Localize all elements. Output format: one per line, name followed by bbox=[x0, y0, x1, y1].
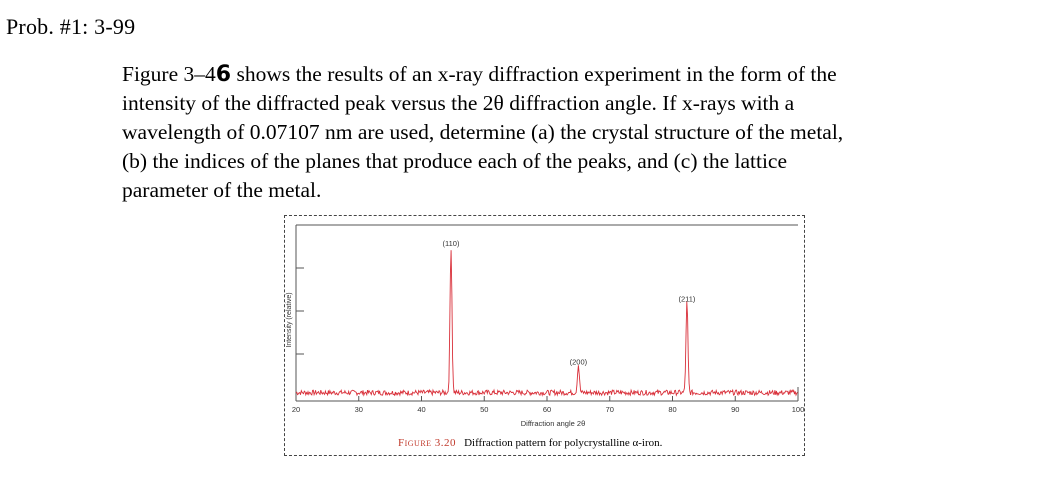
peak-label-3: (211) bbox=[678, 294, 695, 303]
x-tick-label-20: 20 bbox=[292, 405, 300, 414]
x-tick-label-80: 80 bbox=[668, 405, 676, 414]
problem-line-2: intensity of the diffracted peak versus … bbox=[122, 91, 795, 115]
x-tick-label-70: 70 bbox=[606, 405, 614, 414]
x-tick-label-90: 90 bbox=[731, 405, 739, 414]
peak-label-1: (110) bbox=[443, 239, 460, 248]
problem-title: Prob. #1: 3-99 bbox=[6, 14, 136, 39]
x-tick-label-30: 30 bbox=[355, 405, 363, 414]
diffraction-chart: 20 30 40 50 60 70 80 90 100 Diffraction angle 2θ I… bbox=[286, 224, 805, 428]
x-tick-label-60: 60 bbox=[543, 405, 551, 414]
problem-line-1: Figure 3–46 shows the results of an x-ra… bbox=[122, 62, 837, 87]
peak-label-2: (200) bbox=[570, 357, 588, 366]
problem-statement: Figure 3–46 shows the results of an x-ra… bbox=[122, 60, 982, 205]
figure-border bbox=[284, 215, 805, 456]
figure-caption-text: Diffraction pattern for polycrystalline … bbox=[464, 437, 663, 449]
y-axis-label: Intensity (relative) bbox=[286, 292, 293, 347]
diffraction-series-line bbox=[295, 250, 798, 397]
handwritten-correction: 6 bbox=[215, 62, 232, 87]
figure-caption-label: Figure 3.20 bbox=[398, 437, 457, 449]
x-axis-label: Diffraction angle 2θ bbox=[521, 419, 586, 428]
problem-line-3: wavelength of 0.07107 nm are used, deter… bbox=[122, 120, 844, 144]
problem-line-4: (b) the indices of the planes that produ… bbox=[122, 149, 788, 173]
x-tick-label-50: 50 bbox=[480, 405, 488, 414]
x-tick-label-40: 40 bbox=[417, 405, 425, 414]
problem-line-5: parameter of the metal. bbox=[122, 178, 322, 202]
figure-caption: Figure 3.20 Diffraction pattern for polyc… bbox=[398, 437, 662, 449]
x-tick-label-100: 100 bbox=[792, 405, 805, 414]
